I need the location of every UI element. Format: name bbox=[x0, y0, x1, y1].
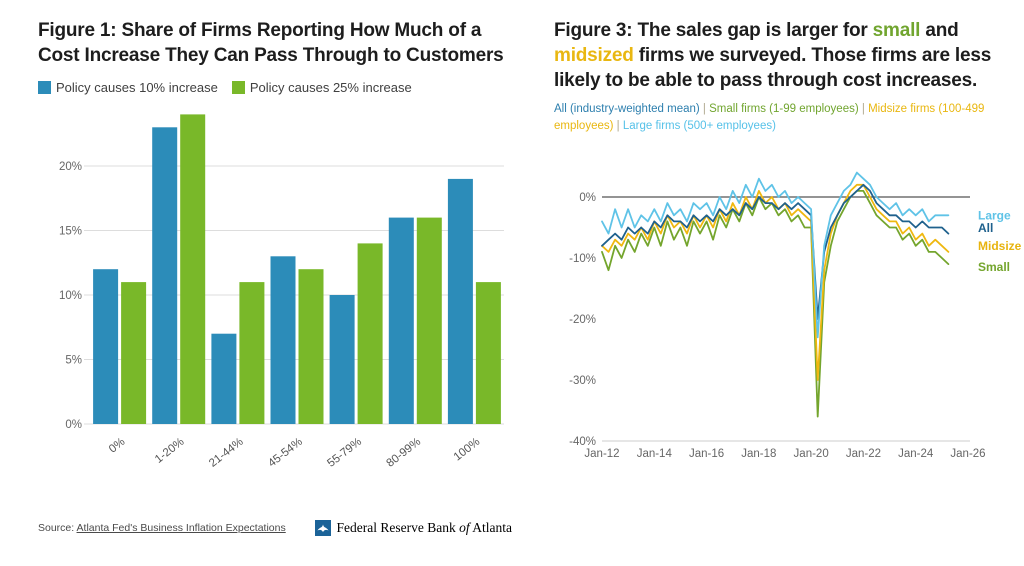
series-line-large bbox=[601, 171, 950, 338]
atlanta-fed-logo: Federal Reserve Bank of Atlanta bbox=[314, 520, 513, 536]
bar bbox=[180, 114, 206, 425]
figure3-panel: Figure 3: The sales gap is larger for sm… bbox=[554, 18, 1022, 475]
bar bbox=[447, 179, 473, 425]
figure1-legend: Policy causes 10% increase Policy causes … bbox=[38, 80, 510, 95]
logo-text-city: Atlanta bbox=[472, 520, 512, 535]
footer-row: Source: Atlanta Fed's Business Inflation… bbox=[38, 520, 512, 536]
x-tick-label: Jan-20 bbox=[794, 448, 829, 460]
source-label: Source: bbox=[38, 522, 75, 534]
y-tick-label: 15% bbox=[59, 226, 82, 238]
series-end-label-all: All bbox=[978, 221, 993, 235]
bar bbox=[152, 127, 178, 425]
bar bbox=[121, 282, 147, 425]
bar bbox=[298, 269, 324, 425]
figure3-title-segment: small bbox=[872, 20, 921, 41]
y-tick-label: -20% bbox=[569, 314, 596, 326]
x-category-label: 21-44% bbox=[207, 436, 246, 470]
series-end-label-small: Small bbox=[978, 260, 1010, 274]
figure3-legend-segment: Midsize firms (100-499 employees) bbox=[554, 103, 985, 132]
figure1-title: Figure 1: Share of Firms Reporting How M… bbox=[38, 20, 504, 67]
x-tick-label: Jan-26 bbox=[950, 448, 985, 460]
figure3-legend: All (industry-weighted mean) | Small fir… bbox=[554, 101, 1012, 134]
legend-swatch-icon bbox=[38, 81, 51, 95]
bar-chart: 0% 5% 10% 15% 20% 0% 1-20% 21-44% 45-54% 55-79% 80… bbox=[59, 114, 504, 470]
logo-text-of: of bbox=[459, 520, 470, 535]
bar bbox=[270, 256, 296, 425]
series-end-label-midsize: Midsize bbox=[978, 238, 1022, 252]
y-tick-label: -40% bbox=[569, 436, 596, 448]
legend-item: Policy causes 10% increase bbox=[38, 80, 218, 95]
legend-swatch-icon bbox=[231, 81, 245, 95]
figure3-title: Figure 3: The sales gap is larger for sm… bbox=[554, 18, 1012, 93]
series-line-midsize bbox=[601, 183, 950, 381]
x-tick-label: Jan-18 bbox=[741, 448, 776, 460]
series-line-small bbox=[601, 189, 950, 418]
figure3-title-segment: firms we surveyed. Those firms are less … bbox=[554, 45, 992, 92]
bar bbox=[93, 269, 119, 425]
x-category-label: 55-79% bbox=[325, 436, 364, 470]
x-category-label: 100% bbox=[452, 436, 483, 464]
figure3-legend-segment: | bbox=[613, 119, 623, 132]
x-category-label: 45-54% bbox=[266, 436, 305, 470]
figure3-legend-segment: | bbox=[699, 103, 710, 116]
figure3-title-segment: and bbox=[920, 20, 959, 41]
y-tick-label: 5% bbox=[65, 355, 82, 367]
figure1-panel: Figure 1: Share of Firms Reporting How M… bbox=[38, 18, 510, 477]
x-category-label: 1-20% bbox=[153, 436, 187, 466]
figure3-title-segment: midsized bbox=[554, 45, 634, 67]
source-link[interactable]: Atlanta Fed's Business Inflation Expecta… bbox=[76, 522, 286, 534]
figure3-legend-segment: Large firms (500+ employees) bbox=[622, 119, 776, 132]
figure3-title-segment: Figure 3: The sales gap is larger for bbox=[554, 20, 873, 41]
bar bbox=[211, 333, 237, 425]
y-tick-label: 0% bbox=[579, 192, 596, 204]
legend-item: Policy causes 25% increase bbox=[231, 80, 412, 96]
x-category-label: 80-99% bbox=[385, 436, 424, 470]
bar bbox=[357, 243, 383, 425]
x-tick-label: Jan-22 bbox=[846, 448, 881, 460]
legend-label: Policy causes 25% increase bbox=[249, 80, 412, 96]
y-tick-label: 20% bbox=[59, 161, 82, 173]
figure3-legend-segment: All (industry-weighted mean) bbox=[554, 103, 700, 116]
x-tick-label: Jan-14 bbox=[637, 448, 673, 460]
bar bbox=[329, 295, 355, 425]
bar bbox=[416, 217, 442, 425]
atlanta-fed-logo-icon bbox=[314, 520, 331, 536]
series-line-all bbox=[601, 183, 950, 320]
y-tick-label: 10% bbox=[59, 290, 82, 302]
series-end-label-large: Large bbox=[978, 208, 1011, 222]
bar bbox=[239, 282, 265, 425]
y-tick-label: 0% bbox=[65, 419, 82, 431]
y-tick-label: -10% bbox=[569, 253, 596, 265]
figure3-legend-segment: | bbox=[858, 103, 869, 116]
logo-text-main: Federal Reserve Bank bbox=[336, 520, 456, 535]
bar bbox=[475, 282, 501, 425]
y-tick-label: -30% bbox=[569, 375, 596, 387]
source-note: Source: Atlanta Fed's Business Inflation… bbox=[38, 522, 286, 534]
bar bbox=[388, 217, 414, 425]
x-tick-label: Jan-16 bbox=[689, 448, 724, 460]
x-category-label: 0% bbox=[107, 436, 127, 456]
atlanta-fed-logo-text: Federal Reserve Bank of Atlanta bbox=[337, 520, 513, 536]
line-chart: 0% -10% -20% -30% -40%Jan-12 Jan-14 Jan-16 Jan-… bbox=[569, 171, 1022, 460]
x-tick-label: Jan-24 bbox=[898, 448, 934, 460]
figure3-legend-segment: Small firms (1-99 employees) bbox=[709, 103, 859, 116]
x-tick-label: Jan-12 bbox=[584, 448, 619, 460]
legend-label: Policy causes 10% increase bbox=[56, 80, 218, 96]
